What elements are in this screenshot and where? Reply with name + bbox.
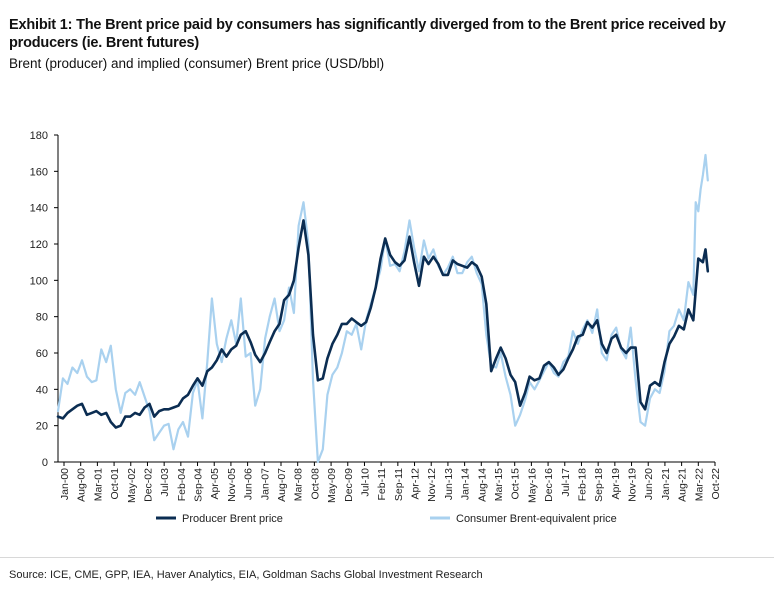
x-tick-label: Dec-09 xyxy=(343,468,355,502)
source-note: Source: ICE, CME, GPP, IEA, Haver Analyt… xyxy=(9,569,483,581)
y-tick-label: 100 xyxy=(30,275,48,287)
exhibit-subtitle: Brent (producer) and implied (consumer) … xyxy=(9,56,385,71)
y-tick-label: 40 xyxy=(36,384,48,396)
producer-brent-line xyxy=(56,219,710,429)
x-tick-label: Feb-04 xyxy=(176,468,188,501)
x-tick-label: Jun-13 xyxy=(443,468,455,500)
y-tick-label: 80 xyxy=(36,312,48,324)
y-tick-label: 120 xyxy=(30,239,48,251)
x-tick-label: Mar-01 xyxy=(92,468,104,501)
y-tick-label: 0 xyxy=(42,457,48,469)
x-tick-label: Mar-15 xyxy=(493,468,505,501)
x-tick-label: Jul-17 xyxy=(560,468,572,497)
footer-divider xyxy=(0,557,774,558)
y-tick-label: 60 xyxy=(36,348,48,360)
x-tick-label: Jan-14 xyxy=(460,468,472,500)
x-tick-label: Jun-20 xyxy=(643,468,655,500)
x-axis: Jan-00 Aug-00 Mar-01 Oct-01 May-02 Dec-02 Jul-… xyxy=(58,461,722,503)
x-tick-label: Mar-08 xyxy=(293,468,305,501)
y-tick-label: 180 xyxy=(30,130,48,142)
x-tick-label: Jul-03 xyxy=(159,468,171,497)
x-tick-label: Apr-05 xyxy=(209,468,221,500)
x-tick-label: Apr-19 xyxy=(610,468,622,500)
x-tick-label: May-09 xyxy=(326,468,338,503)
x-tick-label: Aug-07 xyxy=(276,468,288,502)
x-tick-label: Mar-22 xyxy=(693,468,705,501)
x-tick-label: May-02 xyxy=(126,468,138,503)
x-tick-label: Jan-21 xyxy=(660,468,672,500)
x-tick-label: Dec-02 xyxy=(142,468,154,502)
x-tick-label: Jun-06 xyxy=(243,468,255,500)
x-tick-label: Aug-14 xyxy=(476,468,488,502)
legend-label-producer: Producer Brent price xyxy=(182,513,283,525)
x-tick-label: Aug-00 xyxy=(76,468,88,502)
series-group xyxy=(56,153,710,464)
x-tick-label: Sep-11 xyxy=(393,468,405,501)
x-tick-label: Oct-15 xyxy=(510,468,522,500)
x-tick-label: Nov-19 xyxy=(627,468,639,502)
consumer-brent-line xyxy=(56,153,709,464)
x-tick-label: Feb-11 xyxy=(376,468,388,501)
x-tick-label: Nov-12 xyxy=(426,468,438,502)
x-tick-label: Feb-18 xyxy=(576,468,588,501)
y-tick-label: 140 xyxy=(30,203,48,215)
x-tick-label: Jul-10 xyxy=(359,468,371,497)
x-tick-label: Aug-21 xyxy=(677,468,689,502)
x-tick-label: May-16 xyxy=(526,468,538,503)
x-tick-label: Jan-07 xyxy=(259,468,271,500)
y-tick-label: 160 xyxy=(30,166,48,178)
x-tick-label: Oct-01 xyxy=(109,468,121,500)
x-tick-label: Sep-04 xyxy=(193,468,205,502)
x-tick-label: Jan-00 xyxy=(59,468,71,500)
y-tick-label: 20 xyxy=(36,421,48,433)
x-tick-label: Oct-22 xyxy=(710,468,722,500)
legend-label-consumer: Consumer Brent-equivalent price xyxy=(456,513,617,525)
legend: Producer Brent price Consumer Brent-equi… xyxy=(156,513,617,525)
x-tick-label: Oct-08 xyxy=(309,468,321,500)
x-tick-label: Apr-12 xyxy=(410,468,422,500)
y-axis: 0 20 40 60 80 100 120 140 160 180 xyxy=(30,130,59,469)
x-tick-label: Dec-16 xyxy=(543,468,555,502)
exhibit-title: Exhibit 1: The Brent price paid by consu… xyxy=(9,17,726,51)
x-tick-label: Nov-05 xyxy=(226,468,238,502)
x-tick-label: Sep-18 xyxy=(593,468,605,502)
chart: 0 20 40 60 80 100 120 140 160 180 Jan-00 Aug-00 Mar… xyxy=(30,130,722,525)
